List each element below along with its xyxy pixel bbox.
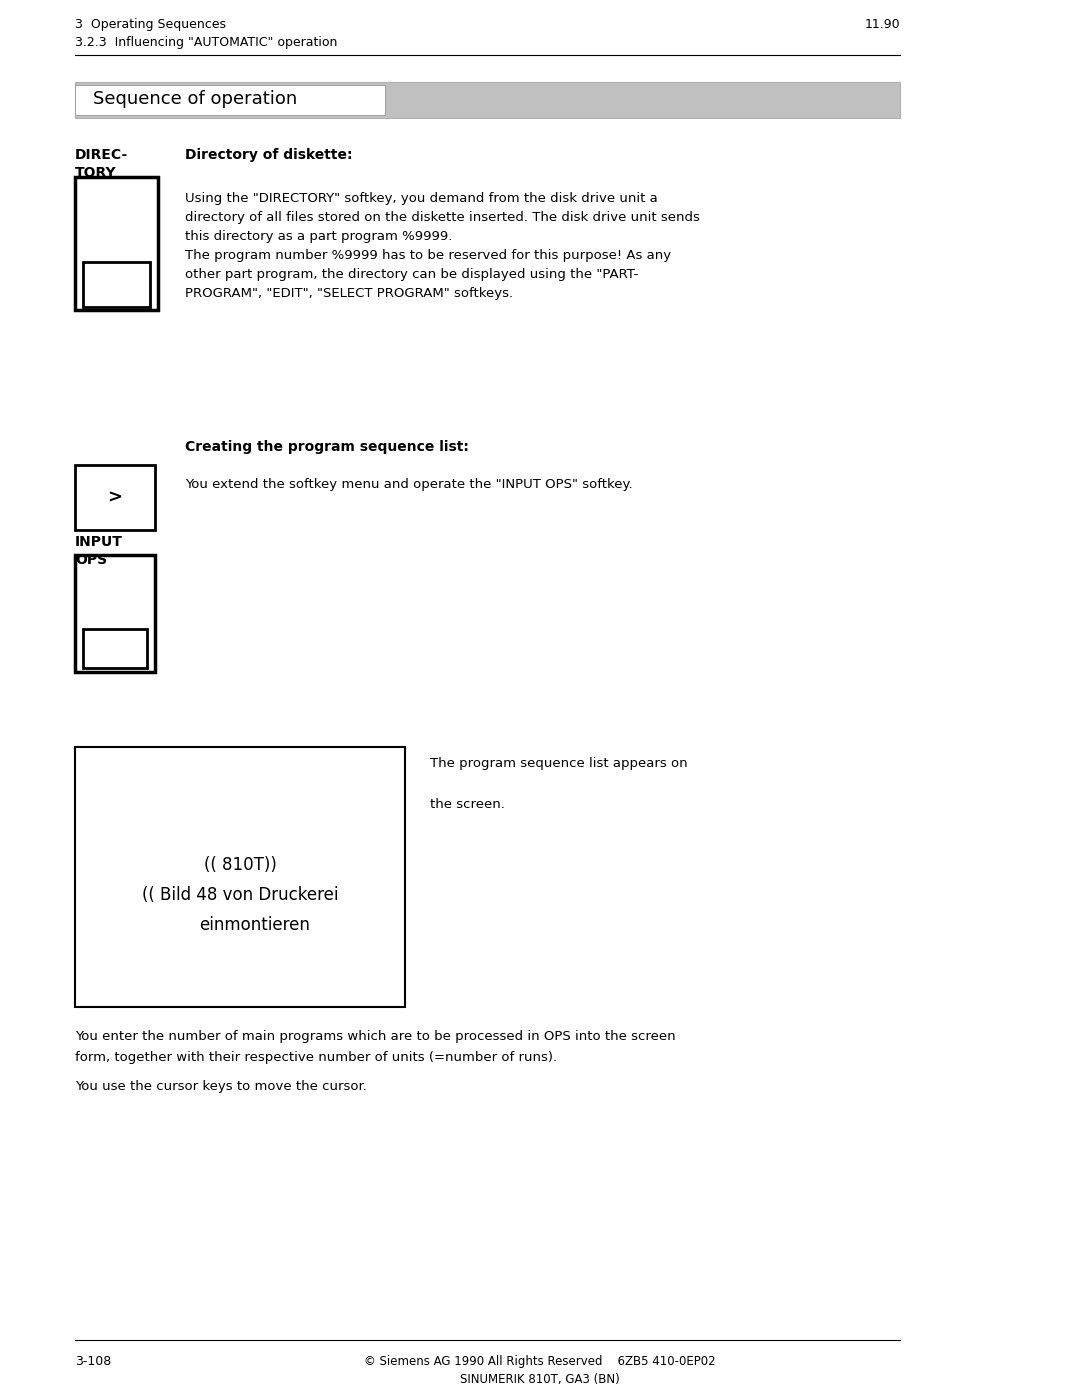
Text: other part program, the directory can be displayed using the "PART-: other part program, the directory can be… bbox=[185, 268, 638, 281]
Bar bbox=[83, 263, 150, 307]
Bar bbox=[75, 177, 158, 310]
Text: DIREC-: DIREC- bbox=[75, 148, 129, 162]
Text: TORY: TORY bbox=[75, 166, 117, 180]
Text: Creating the program sequence list:: Creating the program sequence list: bbox=[185, 440, 469, 454]
Text: SINUMERIK 810T, GA3 (BN): SINUMERIK 810T, GA3 (BN) bbox=[460, 1373, 620, 1386]
Text: Sequence of operation: Sequence of operation bbox=[93, 89, 297, 108]
Text: form, together with their respective number of units (=number of runs).: form, together with their respective num… bbox=[75, 1051, 557, 1065]
Text: You extend the softkey menu and operate the "INPUT OPS" softkey.: You extend the softkey menu and operate … bbox=[185, 478, 633, 490]
Bar bbox=[75, 82, 900, 117]
Text: You enter the number of main programs which are to be processed in OPS into the : You enter the number of main programs wh… bbox=[75, 1030, 676, 1044]
Text: this directory as a part program %9999.: this directory as a part program %9999. bbox=[185, 231, 453, 243]
Text: (( 810T)): (( 810T)) bbox=[203, 856, 276, 875]
Text: directory of all files stored on the diskette inserted. The disk drive unit send: directory of all files stored on the dis… bbox=[185, 211, 700, 224]
Text: © Siemens AG 1990 All Rights Reserved    6ZB5 410-0EP02: © Siemens AG 1990 All Rights Reserved 6Z… bbox=[364, 1355, 716, 1368]
Text: >: > bbox=[108, 489, 122, 507]
Text: einmontieren: einmontieren bbox=[200, 916, 310, 935]
Text: the screen.: the screen. bbox=[430, 798, 504, 812]
Bar bbox=[75, 747, 405, 1007]
Text: The program sequence list appears on: The program sequence list appears on bbox=[430, 757, 688, 770]
Text: 3-108: 3-108 bbox=[75, 1355, 111, 1368]
Text: INPUT: INPUT bbox=[75, 535, 123, 549]
Bar bbox=[75, 465, 156, 529]
Bar bbox=[75, 555, 156, 672]
Text: Directory of diskette:: Directory of diskette: bbox=[185, 148, 352, 162]
Text: PROGRAM", "EDIT", "SELECT PROGRAM" softkeys.: PROGRAM", "EDIT", "SELECT PROGRAM" softk… bbox=[185, 286, 513, 300]
Bar bbox=[83, 629, 147, 668]
Text: The program number %9999 has to be reserved for this purpose! As any: The program number %9999 has to be reser… bbox=[185, 249, 671, 263]
Text: Using the "DIRECTORY" softkey, you demand from the disk drive unit a: Using the "DIRECTORY" softkey, you deman… bbox=[185, 191, 658, 205]
Text: OPS: OPS bbox=[75, 553, 107, 567]
Text: (( Bild 48 von Druckerei: (( Bild 48 von Druckerei bbox=[141, 886, 338, 904]
Text: 11.90: 11.90 bbox=[864, 18, 900, 31]
Text: 3  Operating Sequences: 3 Operating Sequences bbox=[75, 18, 226, 31]
Bar bbox=[75, 85, 384, 115]
Text: You use the cursor keys to move the cursor.: You use the cursor keys to move the curs… bbox=[75, 1080, 367, 1092]
Text: 3.2.3  Influencing "AUTOMATIC" operation: 3.2.3 Influencing "AUTOMATIC" operation bbox=[75, 36, 337, 49]
